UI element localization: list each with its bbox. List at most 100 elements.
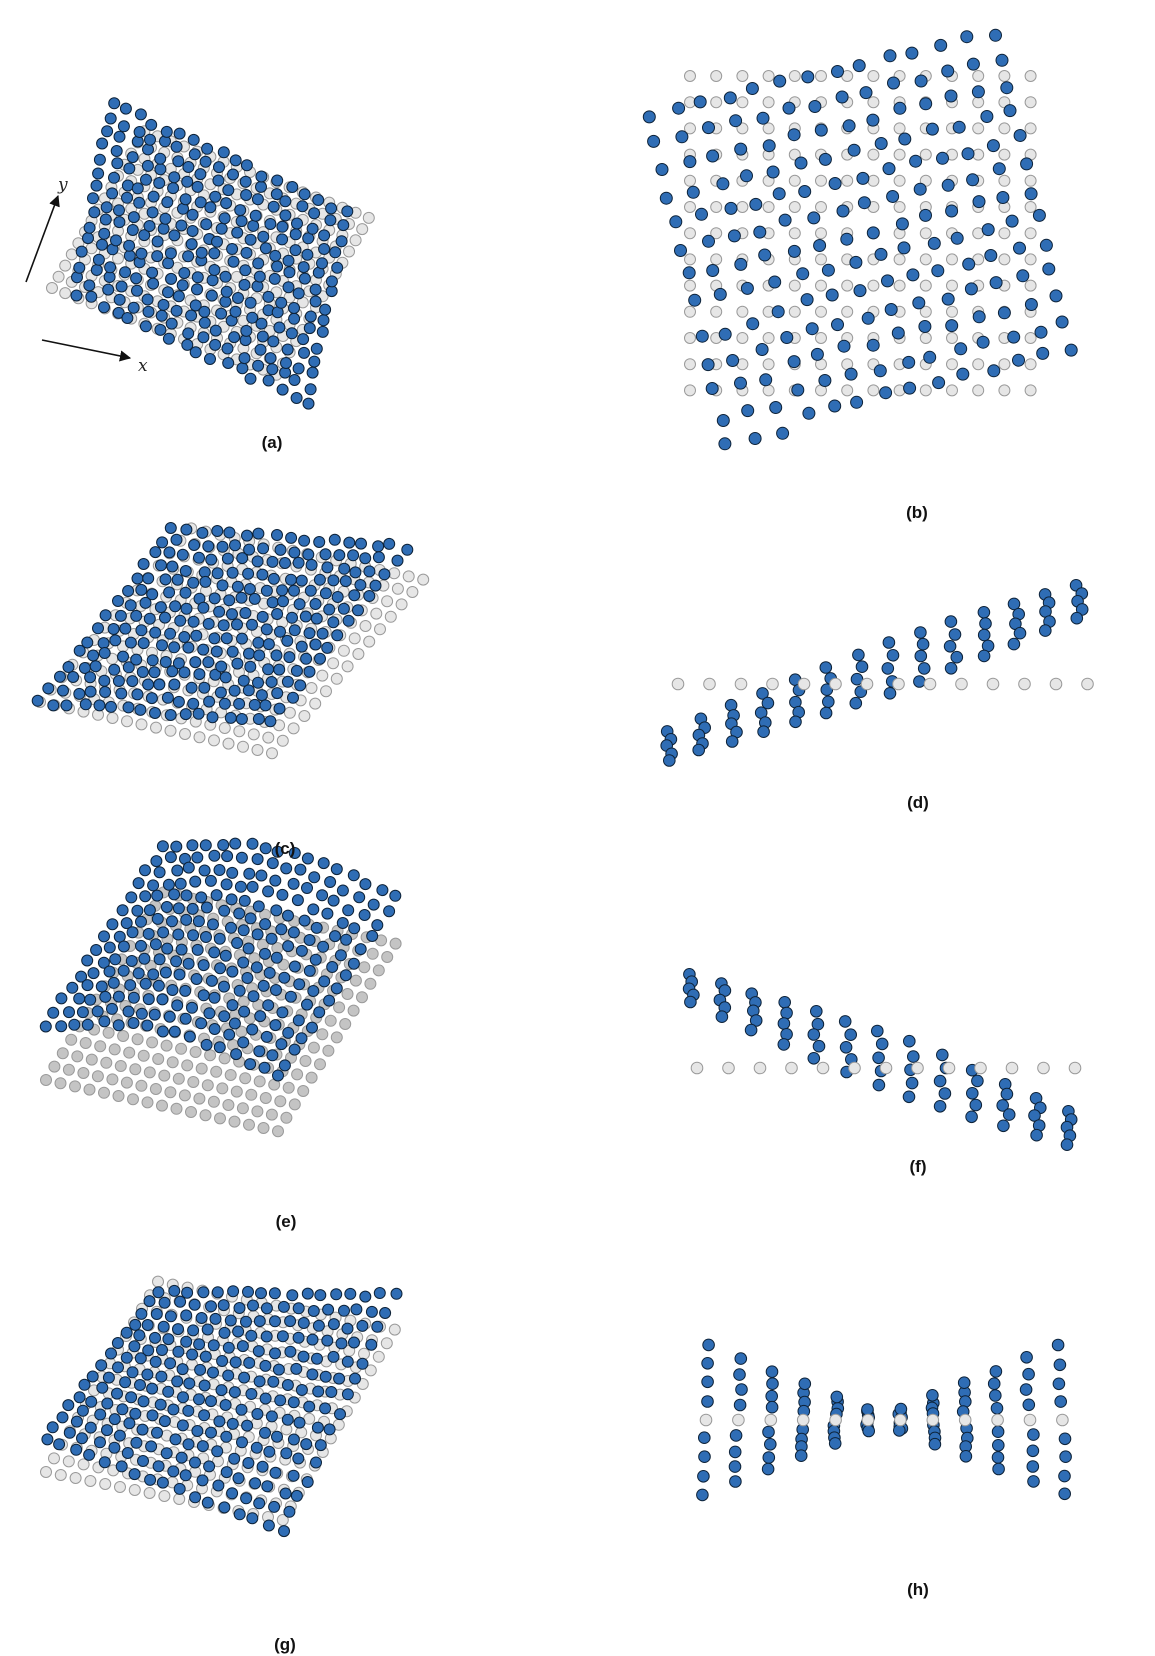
deformed-atom [316,627,329,640]
deformed-atom [146,588,159,601]
deformed-atom [323,994,336,1007]
deformed-atom [179,193,192,206]
deformed-atom [281,343,294,356]
reference-atom [893,253,906,266]
reference-atom [710,253,723,266]
deformed-atom [718,437,732,451]
deformed-atom [230,1048,243,1061]
deformed-atom [980,110,994,123]
deformed-atom [325,202,338,215]
deformed-atom [269,249,282,262]
deformed-atom [276,220,289,233]
deformed-atom [192,707,205,720]
deformed-atom [831,65,844,78]
reference-atom [893,122,906,135]
reference-atom [52,270,65,283]
reference-atom [684,279,696,292]
deformed-atom [1024,187,1038,201]
reference-atom [131,1033,144,1046]
deformed-atom [300,652,313,665]
deformed-atom [81,1018,94,1031]
reference-atom [788,148,801,161]
deformed-atom [316,257,328,270]
deformed-atom [164,851,177,864]
deformed-atom [115,687,128,700]
deformed-atom [287,877,300,890]
reference-atom [143,1066,156,1079]
deformed-atom [186,839,199,852]
deformed-atom [298,188,311,201]
deformed-atom [259,1392,272,1405]
deformed-atom [972,195,986,209]
deformed-atom [325,1386,338,1398]
deformed-atom [798,1377,812,1391]
reference-atom [179,728,191,740]
deformed-atom [789,715,802,729]
reference-atom [245,1088,258,1101]
deformed-atom [117,120,130,133]
deformed-atom [318,243,331,255]
deformed-atom [207,1366,219,1379]
deformed-atom [768,275,782,289]
deformed-atom [112,306,125,319]
deformed-atom [187,576,200,589]
deformed-atom [172,155,185,168]
panel-d-label: (d) [907,793,929,812]
deformed-atom [277,595,289,608]
deformed-atom [319,548,332,561]
deformed-atom [264,218,277,230]
deformed-atom [287,1396,300,1409]
deformed-atom [280,1447,293,1460]
deformed-atom [125,1391,138,1404]
deformed-atom [70,1415,83,1428]
deformed-atom [276,1006,289,1019]
deformed-atom [268,1500,281,1513]
deformed-atom [941,178,955,192]
deformed-atom [108,663,121,676]
deformed-atom [309,953,322,966]
deformed-atom [729,1429,743,1442]
deformed-atom [187,697,200,710]
deformed-atom [839,1041,853,1054]
deformed-atom [194,168,207,181]
deformed-atom [83,221,96,234]
deformed-atom [186,1348,199,1361]
deformed-atom [189,1456,201,1469]
deformed-atom [292,1014,305,1027]
deformed-atom [165,272,178,285]
deformed-atom [242,942,255,955]
deformed-atom [135,247,148,260]
deformed-atom [156,840,169,853]
deformed-atom [180,889,193,902]
deformed-atom [270,951,283,964]
deformed-atom [172,928,185,941]
deformed-atom [855,660,869,674]
reference-atom [280,1423,293,1436]
deformed-atom [149,1355,162,1368]
deformed-atom [259,699,272,712]
reference-atom [991,1413,1004,1427]
deformed-atom [262,999,275,1012]
deformed-atom [229,837,242,850]
deformed-atom [762,139,776,153]
deformed-atom [174,614,187,627]
deformed-atom [98,301,110,314]
deformed-atom [850,395,864,409]
reference-atom [214,1112,226,1125]
deformed-atom [117,650,129,663]
deformed-atom [189,299,202,312]
deformed-atom [255,317,268,330]
reference-atom [170,1102,183,1115]
deformed-atom [252,713,265,725]
reference-atom [83,1083,96,1096]
deformed-atom [369,579,382,592]
deformed-atom [213,864,226,876]
reference-atom [703,677,716,691]
deformed-atom [304,584,317,597]
reference-atom [48,1452,60,1465]
deformed-atom [273,702,286,715]
deformed-atom [260,1030,273,1043]
deformed-atom [282,254,295,267]
deformed-atom [871,1024,884,1038]
reference-atom [736,70,749,82]
